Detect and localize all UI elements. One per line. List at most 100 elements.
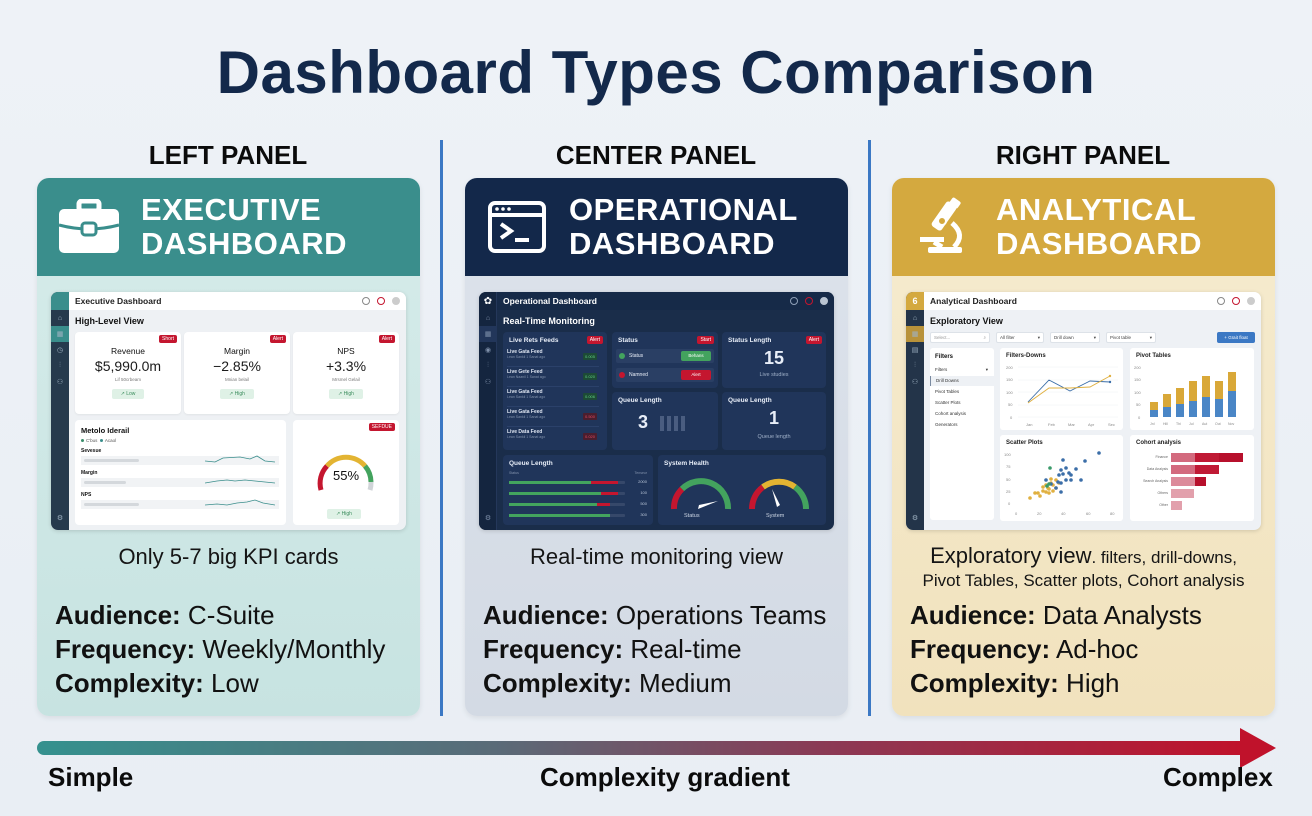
grid-icon[interactable]: ▤	[911, 347, 919, 354]
home-icon[interactable]: ⌂	[912, 314, 918, 322]
avatar[interactable]	[1247, 297, 1255, 305]
analytical-mockup: 6 ⌂ ▦ ▤ ⫶ ⚇ ⚙ Analytical Dashboard Explo…	[906, 292, 1261, 530]
column-header-center: CENTER PANEL	[555, 140, 757, 170]
queue-length-card-2: Queue Length 1 Queue length	[722, 392, 826, 450]
sparkline	[205, 455, 275, 463]
panel-attributes: Audience: C-Suite Frequency: Weekly/Mont…	[55, 600, 386, 698]
mock-topbar: Operational Dashboard	[497, 292, 834, 310]
avatar[interactable]	[392, 297, 400, 305]
users-icon[interactable]: ⚇	[56, 379, 64, 386]
kpi-card-nps[interactable]: Alert NPS +3.3% Mrsmel Gelail ↗ High	[293, 332, 399, 414]
svg-text:Apr: Apr	[1088, 422, 1095, 427]
svg-text:40: 40	[1061, 511, 1066, 516]
mock-sidebar: ✿ ⌂ ▦ ◉ ⫶ ⚇ ⚙	[479, 292, 497, 530]
chevron-down-icon: ▾	[1037, 335, 1040, 340]
search-input[interactable]: Select... ⌕	[930, 332, 990, 343]
filter-item[interactable]: Cohort analysis	[935, 411, 967, 416]
svg-text:60: 60	[1086, 511, 1091, 516]
filter-item[interactable]: Drill Downs	[930, 376, 994, 386]
help-icon[interactable]	[1217, 297, 1225, 305]
status-badge: Alert	[586, 336, 603, 344]
status-card: Status Start Status Behans Namned Alert	[612, 332, 718, 388]
pivot-table-select[interactable]: Pivot table ▾	[1106, 332, 1156, 343]
users-icon[interactable]: ⚇	[911, 379, 919, 386]
feed-item[interactable]: Live Gata Feed Lean Sankil 1 Sanat ago 0.5…	[507, 409, 599, 427]
feed-item[interactable]: Live Gata Feed Lean Sankil 1 Sanat ago 0.0…	[507, 349, 599, 367]
live-feeds-card: Live Rets Feeds Alert Live Gata Feed Lean…	[503, 332, 607, 450]
home-icon[interactable]: ⌂	[485, 314, 491, 322]
dashboard-icon[interactable]: ▦	[479, 326, 497, 342]
svg-text:Feb: Feb	[1048, 422, 1056, 427]
status-badge: Start	[697, 336, 714, 344]
filter-item[interactable]: Pivot Tables	[935, 389, 960, 394]
clock-icon[interactable]: ◷	[56, 347, 64, 354]
status-badge: Alert	[269, 335, 286, 343]
bell-icon[interactable]	[1232, 297, 1240, 305]
users-icon[interactable]: ⚇	[484, 379, 492, 386]
svg-text:0: 0	[1015, 511, 1018, 516]
feed-item[interactable]: Live Gata Feed Lean Sankil 1 Sanat ago 0.0…	[507, 389, 599, 407]
help-icon[interactable]	[362, 297, 370, 305]
svg-text:Mar: Mar	[1068, 422, 1076, 427]
status-row[interactable]: Status Behans	[616, 349, 714, 363]
home-icon[interactable]: ⌂	[57, 314, 63, 322]
settings-icon[interactable]: ⚙	[911, 515, 919, 522]
play-icon[interactable]: ◉	[484, 347, 492, 354]
divider-right	[868, 140, 871, 716]
gradient-label-simple: Simple	[48, 762, 134, 792]
svg-text:0: 0	[1008, 501, 1011, 506]
chart-icon[interactable]: ⫶	[487, 362, 489, 369]
svg-text:Sec: Sec	[1108, 422, 1115, 427]
queue-bars-card: Queue Length Status Tenseur 2000 100 500…	[503, 455, 653, 525]
bell-icon[interactable]	[805, 297, 813, 305]
status-badge: Alert	[378, 335, 395, 343]
analytical-panel: ANALYTICAL DASHBOARD 6 ⌂ ▦ ▤ ⫶ ⚇ ⚙ Analy…	[892, 178, 1275, 716]
operational-panel: OPERATIONAL DASHBOARD ✿ ⌂ ▦ ◉ ⫶ ⚇ ⚙ Oper…	[465, 178, 848, 716]
arrow-right-icon	[1240, 728, 1276, 768]
microscope-icon	[912, 195, 976, 259]
view-title: Exploratory View	[930, 316, 1003, 326]
status-badge: Alert	[805, 336, 822, 344]
svg-text:Jan: Jan	[1026, 422, 1032, 427]
filter-select[interactable]: All filter ▾	[996, 332, 1044, 343]
svg-text:Jnl: Jnl	[1150, 422, 1155, 426]
chart-icon[interactable]: ⫶	[914, 362, 916, 369]
status-badge: SEFDUE	[368, 423, 395, 431]
svg-text:100: 100	[1134, 390, 1141, 395]
metrics-detail-card: Metolo Iderail C'bus Acaol Sevesue Margi…	[75, 420, 286, 525]
cohort-bar-chart: Finance Data Analysis Search Analysis Other…	[1143, 453, 1243, 510]
svg-text:0: 0	[1010, 415, 1013, 420]
scatter-chart-card: Scatter Plots 100 75 50 25 0 0 20 40 60 80	[1000, 435, 1123, 521]
chevron-down-icon: ▾	[1149, 335, 1152, 340]
dashboard-icon[interactable]: ▦	[906, 326, 924, 342]
svg-text:150: 150	[1006, 377, 1013, 382]
feed-item[interactable]: Live Gete Feed Lean Naanil 1 Sanat ago 0.0…	[507, 369, 599, 387]
filter-item[interactable]: Scatter Plots	[935, 400, 961, 405]
kpi-card-revenue[interactable]: Short Revenue $5,990.0m Lif 50crbeam ↗ L…	[75, 332, 181, 414]
filter-item[interactable]: Filters ▾	[935, 367, 988, 372]
settings-icon[interactable]: ⚙	[56, 515, 64, 522]
dashboard-icon[interactable]: ▦	[51, 326, 69, 342]
kpi-card-margin[interactable]: Alert Margin −2.85% Mnian belail ↗ High	[184, 332, 290, 414]
bell-icon[interactable]	[377, 297, 385, 305]
feed-item[interactable]: Live Data Feed Lean Sankil 1 Sanat ago 0.0…	[507, 429, 597, 440]
filter-item[interactable]: Generators	[935, 422, 958, 427]
panel-description: Real-time monitoring view	[529, 544, 784, 569]
svg-text:Nov: Nov	[1228, 422, 1234, 426]
svg-text:50: 50	[1136, 402, 1141, 407]
status-badge: Short	[159, 335, 177, 343]
avatar[interactable]	[820, 297, 828, 305]
drill-down-select[interactable]: Drill down ▾	[1050, 332, 1100, 343]
chevron-down-icon: ▾	[1093, 335, 1096, 340]
nps-gauge-card[interactable]: SEFDUE NPS 55% ↗ High	[293, 420, 399, 525]
status-row[interactable]: Namned Alert	[616, 368, 714, 382]
action-button[interactable]: + Grait float	[1217, 332, 1255, 343]
settings-icon[interactable]: ⚙	[484, 515, 492, 522]
chart-icon[interactable]: ⫶	[59, 362, 61, 369]
executive-panel: EXECUTIVE DASHBOARD ⌂ ▦ ◷ ⫶ ⚇ ⚙ Executiv…	[37, 178, 420, 716]
help-icon[interactable]	[790, 297, 798, 305]
svg-text:Out: Out	[1215, 422, 1221, 426]
trend-chip: ↗ High	[327, 509, 361, 519]
svg-text:50: 50	[1008, 402, 1013, 407]
analytical-panel-header: ANALYTICAL DASHBOARD	[892, 178, 1275, 276]
